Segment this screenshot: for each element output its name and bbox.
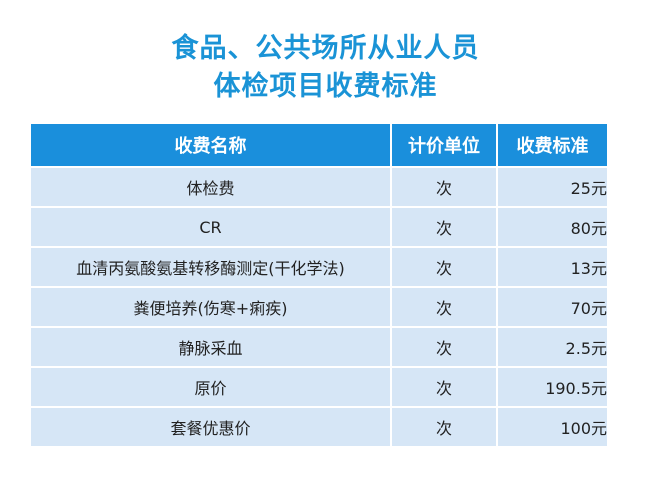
- table-row: 套餐优惠价 次 100元: [31, 407, 607, 448]
- cell-price: 70元: [497, 287, 607, 328]
- cell-price: 190.5元: [497, 367, 607, 408]
- fee-table: 收费名称 计价单位 收费标准 体检费 次 25元 CR 次 80元 血清丙氨酸氨…: [31, 124, 607, 448]
- cell-price: 13元: [497, 247, 607, 288]
- cell-price: 25元: [497, 167, 607, 208]
- cell-item-name: 原价: [31, 367, 392, 408]
- cell-unit: 次: [391, 167, 498, 208]
- cell-price: 80元: [497, 207, 607, 248]
- cell-item-name: CR: [31, 207, 392, 248]
- table-row: 静脉采血 次 2.5元: [31, 327, 607, 368]
- cell-unit: 次: [391, 367, 498, 408]
- table-row: 体检费 次 25元: [31, 167, 607, 208]
- table-row: CR 次 80元: [31, 207, 607, 248]
- page-title-line-2: 体检项目收费标准: [213, 71, 438, 102]
- cell-item-name: 粪便培养(伤寒+痢疾): [31, 287, 392, 328]
- cell-unit: 次: [391, 407, 498, 448]
- cell-unit: 次: [391, 207, 498, 248]
- page-title-line-1: 食品、公共场所从业人员: [171, 33, 480, 64]
- table-row: 粪便培养(伤寒+痢疾) 次 70元: [31, 287, 607, 328]
- cell-item-name: 血清丙氨酸氨基转移酶测定(干化学法): [31, 247, 392, 288]
- cell-price: 2.5元: [497, 327, 607, 368]
- table-row: 血清丙氨酸氨基转移酶测定(干化学法) 次 13元: [31, 247, 607, 288]
- column-header-unit: 计价单位: [391, 124, 498, 168]
- column-header-price: 收费标准: [497, 124, 607, 168]
- cell-item-name: 体检费: [31, 167, 392, 208]
- cell-unit: 次: [391, 247, 498, 288]
- cell-unit: 次: [391, 327, 498, 368]
- table-header-row: 收费名称 计价单位 收费标准: [31, 124, 607, 168]
- cell-item-name: 静脉采血: [31, 327, 392, 368]
- column-header-item-name: 收费名称: [31, 124, 392, 168]
- table-row: 原价 次 190.5元: [31, 367, 607, 408]
- cell-price: 100元: [497, 407, 607, 448]
- cell-unit: 次: [391, 287, 498, 328]
- cell-item-name: 套餐优惠价: [31, 407, 392, 448]
